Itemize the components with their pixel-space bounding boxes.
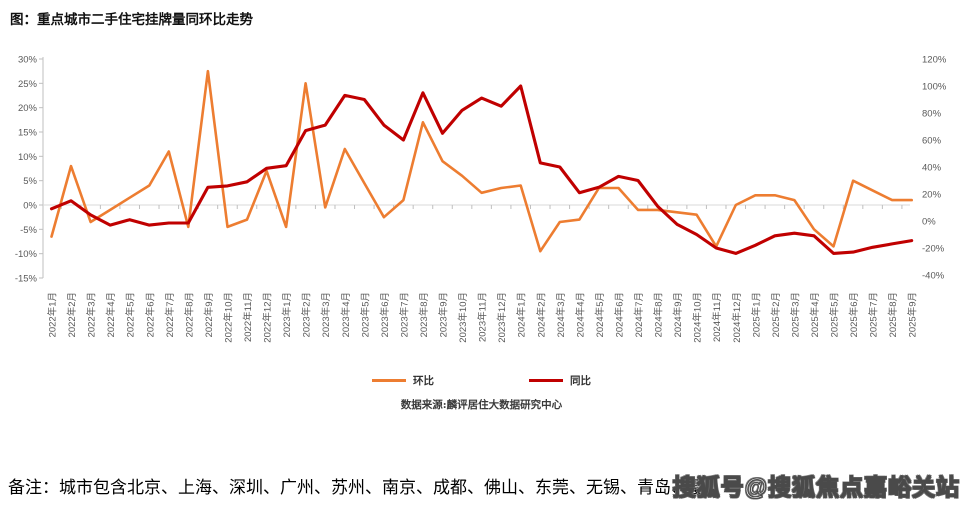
x-axis-tick-label: 2025年6月: [848, 292, 860, 337]
x-axis-tick-label: 2024年6月: [613, 292, 625, 337]
tongbi-line-swatch: [529, 379, 563, 382]
x-axis-tick-label: 2023年12月: [496, 292, 508, 343]
x-axis-tick-label: 2023年9月: [438, 292, 450, 337]
huanbi-series-line: [50, 69, 914, 253]
x-axis-tick-label: 2025年3月: [789, 292, 801, 337]
x-axis-tick-label: 2022年5月: [125, 292, 137, 337]
x-axis-tick-label: 2025年9月: [907, 292, 919, 337]
y-axis-tick-label-right: 40%: [922, 163, 942, 174]
x-axis-tick-label: 2024年10月: [692, 292, 704, 343]
x-axis-tick-label: 2025年7月: [868, 292, 880, 337]
y-axis-tick-label-right: 120%: [922, 55, 947, 66]
x-axis-tick-label: 2024年5月: [594, 292, 606, 337]
y-axis-tick-label-left: 0%: [23, 201, 37, 212]
y-axis-tick-label-left: 5%: [23, 176, 37, 187]
y-axis-tick-label-right: 60%: [922, 136, 942, 147]
legend: 环比 同比: [0, 373, 963, 388]
x-axis-tick-label: 2025年4月: [809, 292, 821, 337]
huanbi-line-swatch: [372, 379, 406, 382]
watermark-overlay: 搜狐号@搜狐焦点嘉峪关站: [672, 473, 960, 500]
x-axis-tick-label: 2024年9月: [672, 292, 684, 337]
x-axis-tick-label: 2023年2月: [301, 292, 313, 337]
x-axis-tick-label: 2025年8月: [887, 292, 899, 337]
x-axis-tick-label: 2024年4月: [574, 292, 586, 337]
y-axis-tick-label-left: 20%: [18, 103, 38, 114]
page-title: 图：重点城市二手住宅挂牌量同环比走势: [10, 12, 253, 28]
x-axis-tick-label: 2024年3月: [555, 292, 567, 337]
y-axis-tick-label-left: -5%: [20, 225, 37, 236]
x-axis-tick-label: 2024年8月: [653, 292, 665, 337]
x-axis-tick-label: 2024年7月: [633, 292, 645, 337]
y-axis-tick-label-right: 80%: [922, 109, 942, 120]
x-axis-tick-label: 2023年1月: [281, 292, 293, 337]
y-axis-tick-label-left: -15%: [15, 274, 38, 285]
x-axis-tick-label: 2023年11月: [477, 292, 489, 342]
x-axis-tick-label: 2022年8月: [183, 292, 195, 337]
data-source-caption: 数据来源:麟评居住大数据研究中心: [400, 399, 563, 411]
x-axis-tick-label: 2022年6月: [144, 292, 156, 337]
x-axis-tick-label: 2023年3月: [320, 292, 332, 337]
y-axis-tick-label-left: 15%: [18, 128, 38, 139]
x-axis-tick-label: 2023年10月: [457, 292, 469, 343]
x-axis-tick-label: 2023年4月: [340, 292, 352, 337]
x-axis-tick-label: 2023年8月: [418, 292, 430, 337]
x-axis-tick-label: 2024年12月: [731, 292, 743, 343]
y-axis-tick-label-right: 100%: [922, 82, 947, 93]
x-axis-tick-label: 2022年7月: [164, 292, 176, 337]
x-axis-tick-label: 2022年10月: [222, 292, 234, 343]
x-axis-tick-label: 2024年2月: [535, 292, 547, 337]
y-axis-tick-label-right: 20%: [922, 190, 942, 201]
x-axis-tick-label: 2023年5月: [359, 292, 371, 337]
x-axis-tick-label: 2025年2月: [770, 292, 782, 337]
x-axis-tick-label: 2025年1月: [750, 292, 762, 337]
x-axis-tick-label: 2022年1月: [47, 292, 59, 337]
x-axis-tick-label: 2024年1月: [516, 292, 528, 337]
x-axis-tick-label: 2022年12月: [262, 292, 274, 343]
x-axis-tick-label: 2022年11月: [242, 292, 254, 342]
tongbi-series-line: [49, 84, 914, 255]
y-axis-tick-label-right: -20%: [922, 244, 945, 255]
x-axis-tick-label: 2025年5月: [829, 292, 841, 337]
x-axis-tick-label: 2022年4月: [105, 292, 117, 337]
x-axis-tick-label: 2022年3月: [86, 292, 98, 337]
footnote: 备注：城市包含北京、上海、深圳、广州、苏州、南京、成都、佛山、东莞、无锡、青岛、…: [8, 478, 705, 498]
trend-chart: 30% 25% 20% 15% 10% 5% 0% -5% -10% -15% 120% 100% 80…: [15, 55, 947, 343]
y-axis-tick-label-left: 30%: [18, 55, 38, 66]
y-axis-tick-label-left: 10%: [18, 152, 38, 163]
x-axis-tick-label: 2023年6月: [379, 292, 391, 337]
y-axis-tick-label-right: -40%: [922, 271, 945, 282]
legend-item-tongbi: 同比: [529, 373, 591, 388]
legend-label-huanbi: 环比: [413, 375, 434, 387]
legend-label-tongbi: 同比: [570, 375, 591, 387]
x-axis-tick-label: 2022年9月: [203, 292, 215, 337]
y-axis-tick-label-right: 0%: [922, 217, 936, 228]
x-axis-tick-label: 2024年11月: [711, 292, 723, 342]
x-axis-tick-label: 2023年7月: [398, 292, 410, 337]
y-axis-tick-label-left: -10%: [15, 249, 38, 260]
legend-item-huanbi: 环比: [372, 373, 434, 388]
x-axis-tick-label: 2022年2月: [66, 292, 78, 337]
y-axis-tick-label-left: 25%: [18, 79, 38, 90]
